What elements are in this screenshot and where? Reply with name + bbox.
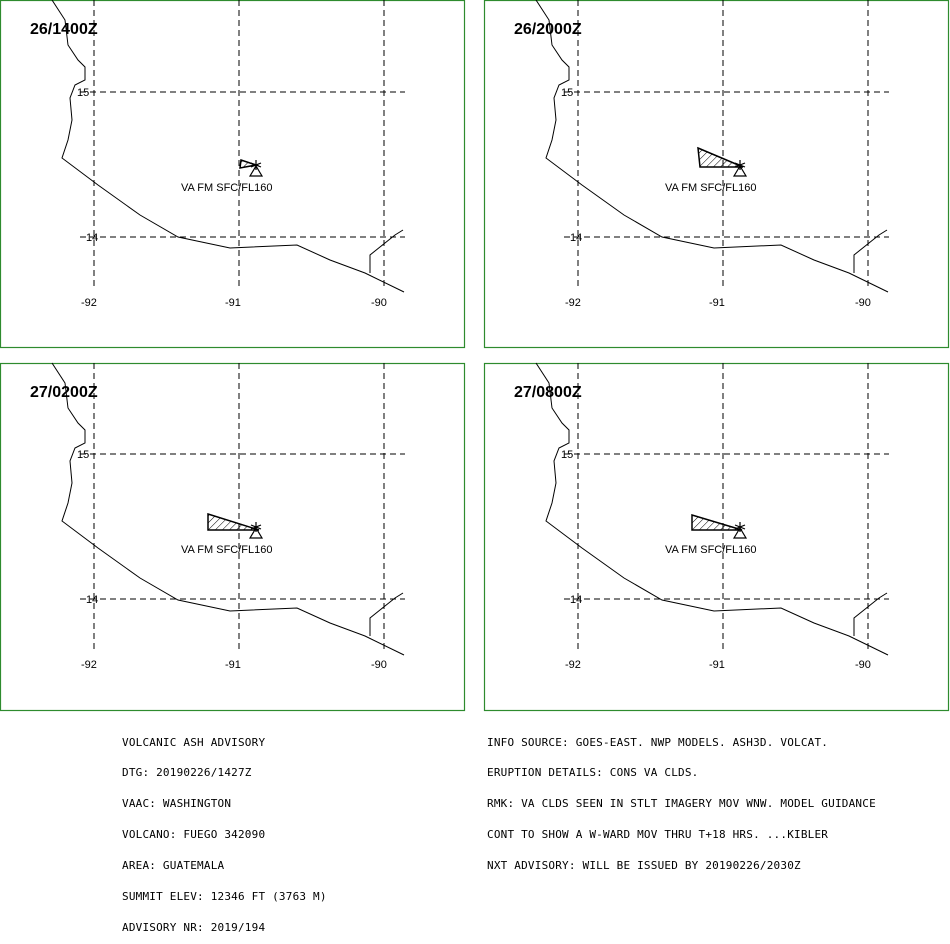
map-panel-3: 27/0200Z 15 14 -92 -91 -90 VA FM SFC/FL1… [0, 362, 466, 712]
map-panel-2: 26/2000Z 15 14 -92 -91 -90 VA FM SFC/FL1… [483, 0, 950, 349]
lat-label-14: 14 [570, 232, 582, 244]
coastline [51, 362, 405, 656]
advisory-line: CONT TO SHOW A W-WARD MOV THRU T+18 HRS.… [487, 828, 829, 842]
advisory-line: RMK: VA CLDS SEEN IN STLT IMAGERY MOV WN… [487, 797, 876, 811]
panel-title: 26/1400Z [30, 21, 98, 38]
advisory-line: INFO SOURCE: GOES-EAST. NWP MODELS. ASH3… [487, 735, 829, 749]
lon-label-92: -92 [565, 659, 581, 671]
va-level-label: VA FM SFC/FL160 [665, 182, 757, 194]
map-svg: 26/2000Z 15 14 -92 -91 -90 VA FM SFC/FL1… [483, 0, 950, 349]
map-panel-1: 26/1400Z 15 14 -92 -91 -90 VA FM SFC/FL1… [0, 0, 466, 349]
lon-label-92: -92 [81, 297, 97, 309]
lon-label-91: -91 [225, 297, 241, 309]
advisory-line: AREA: GUATEMALA [122, 859, 225, 873]
va-level-label: VA FM SFC/FL160 [181, 182, 273, 194]
ash-cloud-area [239, 158, 259, 169]
advisory-line: VOLCANO: FUEGO 342090 [122, 828, 266, 842]
panel-title: 27/0200Z [30, 384, 98, 401]
lon-label-92: -92 [565, 297, 581, 309]
panel-title: 26/2000Z [514, 21, 582, 38]
advisory-details-text: INFO SOURCE: GOES-EAST. NWP MODELS. ASH3… [487, 717, 876, 882]
coastline-east [853, 592, 888, 636]
va-level-label: VA FM SFC/FL160 [665, 544, 757, 556]
lon-label-91: -91 [225, 659, 241, 671]
lon-label-90: -90 [371, 659, 387, 671]
advisory-line: ADVISORY NR: 2019/194 [122, 920, 266, 934]
ash-cloud-area [697, 146, 744, 168]
lat-label-15: 15 [77, 449, 89, 461]
lat-label-15: 15 [77, 87, 89, 99]
lon-label-91: -91 [709, 297, 725, 309]
advisory-line: NXT ADVISORY: WILL BE ISSUED BY 20190226… [487, 859, 801, 873]
lat-label-15: 15 [561, 87, 573, 99]
coastline-east [369, 229, 404, 273]
va-level-label: VA FM SFC/FL160 [181, 544, 273, 556]
volcano-icon [248, 522, 264, 539]
volcano-icon [732, 160, 748, 177]
map-svg: 26/1400Z 15 14 -92 -91 -90 VA FM SFC/FL1… [0, 0, 466, 349]
lat-label-15: 15 [561, 449, 573, 461]
panel-frame [0, 362, 466, 712]
ash-cloud-area [207, 512, 260, 531]
advisory-line: VAAC: WASHINGTON [122, 797, 232, 811]
advisory-line: ERUPTION DETAILS: CONS VA CLDS. [487, 766, 699, 780]
lon-label-90: -90 [371, 297, 387, 309]
lon-label-91: -91 [709, 659, 725, 671]
panel-title: 27/0800Z [514, 384, 582, 401]
lat-label-14: 14 [86, 594, 98, 606]
lat-label-14: 14 [570, 594, 582, 606]
map-panel-4: 27/0800Z 15 14 -92 -91 -90 VA FM SFC/FL1… [483, 362, 950, 712]
panel-frame [483, 362, 950, 712]
ash-cloud-area [691, 513, 743, 531]
volcano-icon [248, 160, 264, 177]
advisory-line: DTG: 20190226/1427Z [122, 766, 252, 780]
map-svg: 27/0200Z 15 14 -92 -91 -90 VA FM SFC/FL1… [0, 362, 466, 712]
advisory-header-text: VOLCANIC ASH ADVISORY DTG: 20190226/1427… [122, 717, 327, 944]
map-svg: 27/0800Z 15 14 -92 -91 -90 VA FM SFC/FL1… [483, 362, 950, 712]
advisory-line: SUMMIT ELEV: 12346 FT (3763 M) [122, 890, 327, 904]
panel-frame [483, 0, 950, 349]
coastline [535, 362, 889, 656]
lat-label-14: 14 [86, 232, 98, 244]
panel-frame [0, 0, 466, 349]
coastline [535, 0, 889, 293]
coastline-east [853, 229, 888, 273]
advisory-line: VOLCANIC ASH ADVISORY [122, 735, 266, 749]
volcano-icon [732, 522, 748, 539]
lon-label-92: -92 [81, 659, 97, 671]
lon-label-90: -90 [855, 659, 871, 671]
coastline [51, 0, 405, 293]
coastline-east [369, 592, 404, 636]
lon-label-90: -90 [855, 297, 871, 309]
